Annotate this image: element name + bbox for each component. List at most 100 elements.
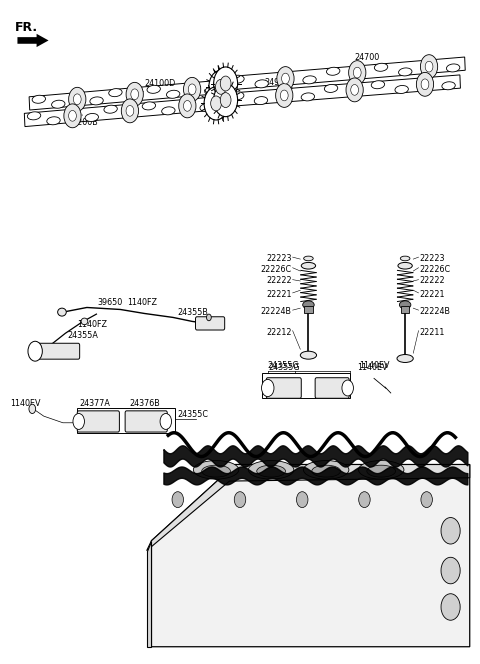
Ellipse shape	[441, 594, 460, 620]
Circle shape	[216, 80, 226, 94]
Circle shape	[204, 87, 228, 120]
Text: 24355A: 24355A	[68, 331, 98, 340]
Circle shape	[64, 104, 81, 127]
Ellipse shape	[90, 97, 103, 105]
Text: 22221: 22221	[420, 290, 445, 299]
Circle shape	[179, 94, 196, 118]
Text: FR.: FR.	[15, 21, 38, 34]
Ellipse shape	[312, 465, 340, 477]
Ellipse shape	[301, 262, 316, 269]
Circle shape	[282, 73, 289, 84]
Ellipse shape	[142, 102, 156, 110]
Text: 1140EV: 1140EV	[10, 399, 41, 408]
Circle shape	[172, 491, 183, 507]
Circle shape	[342, 380, 353, 396]
Circle shape	[73, 414, 84, 430]
Circle shape	[420, 54, 438, 78]
Polygon shape	[24, 97, 216, 127]
Circle shape	[220, 93, 231, 108]
Circle shape	[277, 66, 294, 90]
Ellipse shape	[27, 112, 41, 120]
Text: 24700: 24700	[352, 53, 380, 68]
Circle shape	[346, 78, 363, 102]
Ellipse shape	[446, 64, 460, 72]
Ellipse shape	[395, 86, 408, 94]
Ellipse shape	[58, 308, 66, 316]
Ellipse shape	[104, 105, 117, 114]
Ellipse shape	[359, 461, 404, 479]
Circle shape	[421, 79, 429, 90]
Circle shape	[297, 491, 308, 507]
Text: 24377A: 24377A	[80, 399, 110, 408]
Ellipse shape	[167, 90, 180, 98]
Text: 22223: 22223	[420, 254, 445, 263]
Ellipse shape	[254, 96, 268, 105]
Text: 22226C: 22226C	[261, 264, 292, 274]
Circle shape	[209, 70, 233, 104]
Ellipse shape	[400, 256, 410, 261]
Text: 24355C: 24355C	[178, 410, 209, 419]
Circle shape	[73, 94, 81, 105]
Circle shape	[351, 84, 359, 95]
FancyBboxPatch shape	[125, 411, 167, 432]
Text: 1140FZ: 1140FZ	[77, 319, 107, 329]
Ellipse shape	[202, 465, 230, 477]
Ellipse shape	[257, 465, 286, 477]
Ellipse shape	[230, 92, 244, 100]
Ellipse shape	[47, 117, 60, 125]
Circle shape	[214, 84, 238, 117]
Ellipse shape	[255, 80, 268, 88]
Ellipse shape	[303, 461, 349, 479]
Ellipse shape	[85, 114, 98, 122]
Circle shape	[276, 84, 293, 108]
Text: 22222: 22222	[266, 276, 292, 286]
Text: 24376C: 24376C	[321, 381, 351, 390]
FancyBboxPatch shape	[77, 411, 120, 432]
Ellipse shape	[193, 461, 239, 479]
Text: 1140EV: 1140EV	[360, 361, 390, 371]
FancyBboxPatch shape	[266, 378, 301, 398]
Text: 22212: 22212	[266, 327, 292, 337]
Circle shape	[353, 67, 361, 78]
Circle shape	[234, 491, 246, 507]
Circle shape	[416, 72, 433, 96]
Ellipse shape	[398, 262, 412, 269]
Circle shape	[69, 110, 76, 122]
Ellipse shape	[374, 63, 388, 71]
Polygon shape	[147, 540, 152, 647]
Text: 24355B: 24355B	[178, 309, 209, 317]
Circle shape	[126, 82, 144, 106]
Ellipse shape	[326, 67, 340, 75]
Circle shape	[183, 100, 191, 112]
Text: 22222: 22222	[420, 276, 445, 286]
Text: 1140FZ: 1140FZ	[128, 299, 157, 307]
Circle shape	[126, 106, 134, 116]
Ellipse shape	[81, 318, 88, 325]
Ellipse shape	[200, 104, 213, 112]
Circle shape	[188, 84, 196, 95]
Circle shape	[131, 89, 139, 100]
Polygon shape	[17, 34, 48, 47]
Circle shape	[69, 88, 86, 111]
Text: 1140EV: 1140EV	[357, 363, 388, 372]
Text: 22211: 22211	[420, 327, 445, 337]
Circle shape	[348, 60, 366, 84]
Ellipse shape	[371, 81, 384, 89]
Circle shape	[121, 99, 139, 123]
Text: 22223: 22223	[266, 254, 292, 263]
Ellipse shape	[441, 557, 460, 584]
Circle shape	[262, 379, 274, 396]
FancyBboxPatch shape	[195, 317, 225, 330]
Ellipse shape	[32, 95, 46, 104]
Ellipse shape	[205, 87, 218, 95]
Ellipse shape	[303, 301, 314, 309]
Text: 39650: 39650	[97, 299, 123, 307]
FancyBboxPatch shape	[315, 378, 349, 398]
Ellipse shape	[162, 107, 175, 115]
Ellipse shape	[231, 75, 244, 83]
Circle shape	[220, 76, 231, 91]
Ellipse shape	[442, 82, 455, 90]
FancyBboxPatch shape	[304, 306, 313, 313]
Polygon shape	[226, 75, 460, 107]
Ellipse shape	[51, 100, 65, 108]
